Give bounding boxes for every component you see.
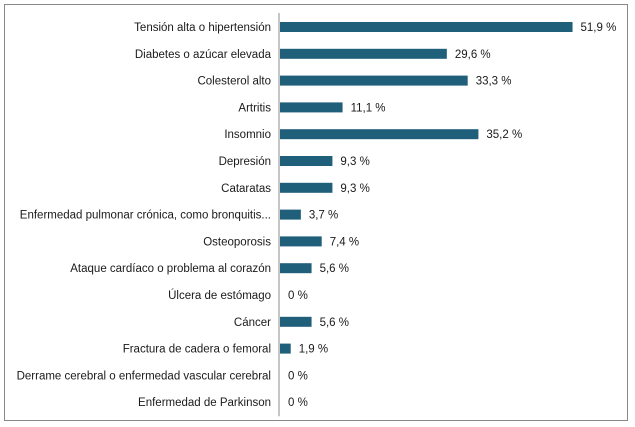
value-label: 35,2 % — [486, 129, 522, 141]
bars-group — [280, 22, 573, 354]
bar-chart: Tensión alta o hipertensión Diabetes o az… — [17, 13, 616, 417]
value-label: 5,6 % — [320, 317, 349, 329]
category-label: Enfermedad pulmonar crónica, como bronqu… — [20, 210, 271, 222]
category-label: Úlcera de estómago — [168, 289, 271, 302]
bar-12 — [280, 343, 291, 354]
category-label: Diabetes o azúcar elevada — [135, 49, 272, 61]
bar-9 — [280, 263, 312, 274]
value-label: 0 % — [288, 397, 308, 409]
value-label: 9,3 % — [340, 183, 369, 195]
category-labels-group: Tensión alta o hipertensión Diabetes o az… — [17, 22, 272, 409]
bar-1 — [280, 48, 447, 59]
value-label: 51,9 % — [581, 22, 617, 34]
bar-5 — [280, 156, 333, 166]
bar-7 — [280, 209, 301, 220]
category-label: Ataque cardíaco o problema al corazón — [70, 263, 271, 275]
value-label: 0 % — [288, 370, 308, 382]
category-label: Colesterol alto — [197, 76, 271, 88]
value-label: 5,6 % — [320, 263, 349, 275]
bar-3 — [280, 102, 343, 113]
bar-0 — [280, 22, 573, 32]
bar-11 — [280, 316, 312, 327]
value-label: 11,1 % — [351, 102, 386, 114]
category-label: Cáncer — [234, 317, 271, 329]
category-label: Cataratas — [221, 183, 271, 195]
value-label: 0 % — [288, 290, 308, 302]
bar-4 — [280, 129, 479, 140]
category-label: Enfermedad de Parkinson — [138, 397, 271, 409]
value-label: 7,4 % — [330, 236, 359, 248]
value-label: 33,3 % — [476, 76, 512, 88]
bar-6 — [280, 182, 333, 193]
value-label: 9,3 % — [340, 156, 369, 168]
value-label: 3,7 % — [309, 210, 338, 222]
category-label: Derrame cerebral o enfermedad vascular c… — [17, 370, 271, 382]
bar-8 — [280, 236, 322, 247]
bar-2 — [280, 75, 468, 86]
category-label: Tensión alta o hipertensión — [134, 22, 271, 34]
value-labels-group: 51,9 % 29,6 % 33,3 % 11,1 % 35,2 % 9,3 % 9,3 %… — [288, 22, 616, 409]
value-label: 29,6 % — [455, 49, 491, 61]
category-label: Depresión — [219, 156, 271, 168]
category-label: Artritis — [238, 102, 271, 114]
category-label: Osteoporosis — [203, 236, 271, 248]
value-label: 1,9 % — [299, 344, 328, 356]
category-label: Fractura de cadera o femoral — [123, 344, 271, 356]
category-label: Insomnio — [224, 129, 271, 141]
chart-frame: Tensión alta o hipertensión Diabetes o az… — [4, 4, 628, 421]
